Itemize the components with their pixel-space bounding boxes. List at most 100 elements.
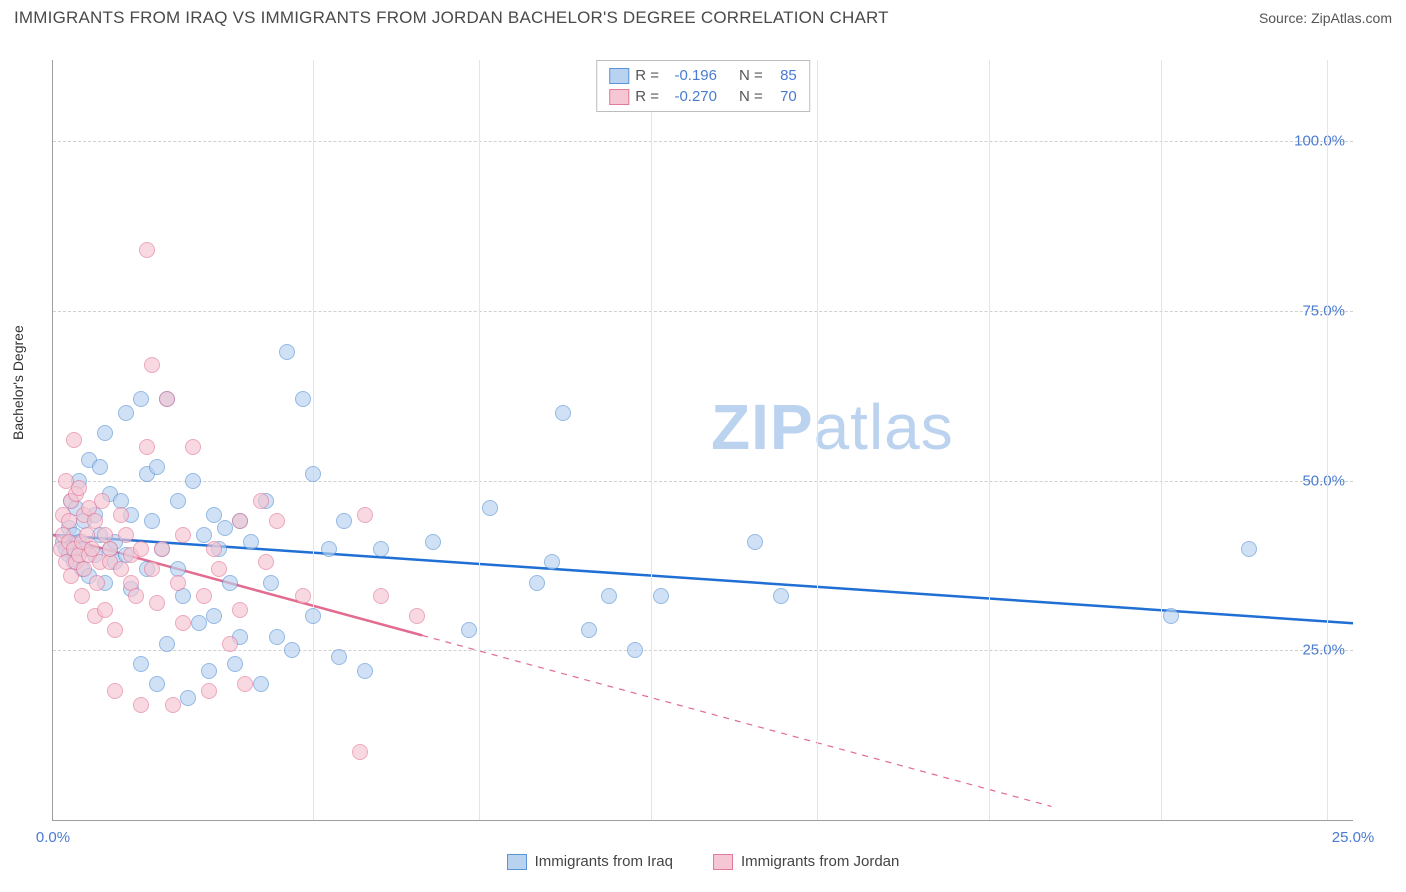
data-point xyxy=(133,656,149,672)
data-point xyxy=(102,541,118,557)
data-point xyxy=(336,513,352,529)
x-gridline xyxy=(651,60,652,820)
series-legend-item: Immigrants from Jordan xyxy=(713,853,899,870)
data-point xyxy=(253,493,269,509)
data-point xyxy=(253,676,269,692)
watermark-rest: atlas xyxy=(814,391,954,463)
data-point xyxy=(118,405,134,421)
data-point xyxy=(555,405,571,421)
data-point xyxy=(627,642,643,658)
data-point xyxy=(222,575,238,591)
data-point xyxy=(461,622,477,638)
data-point xyxy=(107,622,123,638)
data-point xyxy=(61,513,77,529)
data-point xyxy=(149,459,165,475)
x-gridline xyxy=(479,60,480,820)
data-point xyxy=(295,391,311,407)
data-point xyxy=(128,588,144,604)
series-legend-label: Immigrants from Jordan xyxy=(741,853,899,870)
data-point xyxy=(232,513,248,529)
data-point xyxy=(529,575,545,591)
data-point xyxy=(144,513,160,529)
data-point xyxy=(185,473,201,489)
plot-area: ZIPatlas 25.0%50.0%75.0%100.0%0.0%25.0% xyxy=(52,60,1353,821)
x-gridline xyxy=(1161,60,1162,820)
data-point xyxy=(170,493,186,509)
data-point xyxy=(305,608,321,624)
data-point xyxy=(66,432,82,448)
y-gridline xyxy=(53,481,1353,482)
n-value: 85 xyxy=(769,67,797,84)
y-tick-label: 50.0% xyxy=(1302,472,1345,489)
data-point xyxy=(222,636,238,652)
data-point xyxy=(175,615,191,631)
data-point xyxy=(269,629,285,645)
x-gridline xyxy=(1327,60,1328,820)
trend-lines-layer xyxy=(53,60,1353,820)
data-point xyxy=(295,588,311,604)
x-gridline xyxy=(313,60,314,820)
y-gridline xyxy=(53,650,1353,651)
y-gridline xyxy=(53,141,1353,142)
data-point xyxy=(180,690,196,706)
data-point xyxy=(773,588,789,604)
data-point xyxy=(653,588,669,604)
data-point xyxy=(191,615,207,631)
data-point xyxy=(107,683,123,699)
data-point xyxy=(357,507,373,523)
y-gridline xyxy=(53,311,1353,312)
data-point xyxy=(159,636,175,652)
data-point xyxy=(94,493,110,509)
data-point xyxy=(149,676,165,692)
x-tick-label: 0.0% xyxy=(36,829,70,846)
data-point xyxy=(139,439,155,455)
data-point xyxy=(113,507,129,523)
data-point xyxy=(159,391,175,407)
data-point xyxy=(1163,608,1179,624)
x-tick-label: 25.0% xyxy=(1332,829,1375,846)
data-point xyxy=(144,357,160,373)
series-legend-label: Immigrants from Iraq xyxy=(535,853,673,870)
watermark: ZIPatlas xyxy=(711,390,954,464)
data-point xyxy=(373,541,389,557)
data-point xyxy=(258,554,274,570)
data-point xyxy=(133,391,149,407)
data-point xyxy=(284,642,300,658)
data-point xyxy=(71,480,87,496)
x-gridline xyxy=(989,60,990,820)
data-point xyxy=(263,575,279,591)
y-axis-title: Bachelor's Degree xyxy=(10,325,26,440)
data-point xyxy=(269,513,285,529)
data-point xyxy=(175,527,191,543)
series-legend: Immigrants from Iraq Immigrants from Jord… xyxy=(0,853,1406,870)
legend-swatch xyxy=(609,89,629,105)
data-point xyxy=(279,344,295,360)
data-point xyxy=(185,439,201,455)
chart-title: IMMIGRANTS FROM IRAQ VS IMMIGRANTS FROM … xyxy=(14,8,889,28)
data-point xyxy=(206,608,222,624)
data-point xyxy=(331,649,347,665)
n-value: 70 xyxy=(769,88,797,105)
series-legend-item: Immigrants from Iraq xyxy=(507,853,673,870)
data-point xyxy=(97,602,113,618)
data-point xyxy=(321,541,337,557)
data-point xyxy=(133,541,149,557)
data-point xyxy=(74,588,90,604)
y-tick-label: 25.0% xyxy=(1302,642,1345,659)
stats-legend-row: R =-0.270N =70 xyxy=(609,86,797,107)
data-point xyxy=(97,425,113,441)
data-point xyxy=(482,500,498,516)
stats-legend: R =-0.196N =85R =-0.270N =70 xyxy=(596,60,810,112)
data-point xyxy=(206,541,222,557)
data-point xyxy=(357,663,373,679)
data-point xyxy=(154,541,170,557)
y-tick-label: 100.0% xyxy=(1294,133,1345,150)
stats-legend-row: R =-0.196N =85 xyxy=(609,65,797,86)
r-label: R = xyxy=(635,88,659,105)
n-label: N = xyxy=(739,67,763,84)
source-attribution: Source: ZipAtlas.com xyxy=(1259,10,1392,26)
legend-swatch xyxy=(609,68,629,84)
r-label: R = xyxy=(635,67,659,84)
data-point xyxy=(201,683,217,699)
data-point xyxy=(305,466,321,482)
